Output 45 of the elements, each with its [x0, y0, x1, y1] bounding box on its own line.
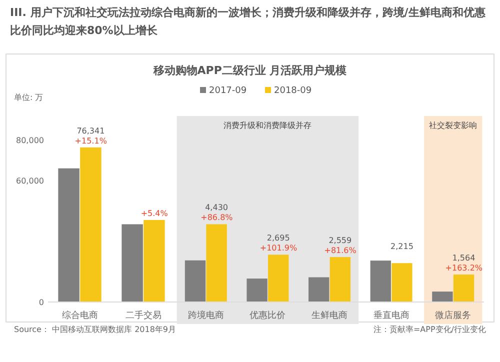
text: III. 用户下沉和社交玩法拉动综合电商新的一波增长；消费升级和降级并存，跨境/生鲜电商和优惠比价同比均迎来80%以上增长 [10, 5, 486, 39]
annotation: +5.4% [140, 208, 168, 218]
legend-label: 2018-09 [274, 86, 312, 96]
x-tick-label: 综合电商 [62, 310, 98, 321]
data-label: 2,695 [266, 234, 290, 243]
bar [453, 274, 474, 302]
bar [184, 260, 206, 302]
source-note: Source： 中国移动互联网数据库 2018年9月 [14, 325, 176, 334]
annotation: +101.9% [260, 244, 298, 253]
data-label: 2,559 [328, 236, 352, 246]
data-label: 2,215 [390, 242, 414, 252]
text: 注：贡献率=APP变化/行业变化 [373, 325, 486, 334]
x-tick-label: 微店服务 [435, 310, 472, 321]
data-label: 4,430 [205, 203, 228, 212]
text: 移动购物APP二级行业 月活跃用户规模 [152, 64, 348, 77]
y-tick-label: 60,000 [16, 176, 44, 186]
annotation: +81.6% [324, 246, 357, 256]
bar [308, 277, 330, 302]
bar [80, 147, 102, 302]
bar [370, 260, 391, 302]
y-axis-title: 单位: 万 [14, 93, 44, 102]
legend-label: 2017-09 [209, 86, 247, 96]
x-tick-label: 生鲜电商 [312, 310, 348, 321]
x-tick-label: 优惠比价 [250, 310, 286, 321]
bar [122, 224, 143, 302]
data-label: 1,564 [452, 254, 476, 263]
bar [206, 224, 227, 302]
band-label: 社交裂变影响 [429, 121, 478, 130]
bar [58, 168, 80, 302]
bar [144, 220, 165, 302]
x-tick-label: 跨境电商 [188, 310, 224, 321]
annotation: +86.8% [200, 213, 234, 222]
y-tick-label: 80,000 [16, 136, 44, 145]
x-tick-label: 垂直电商 [373, 310, 410, 321]
band-label: 消费升级和消费降级并存 [224, 121, 312, 130]
y-tick-label: 0 [38, 298, 44, 307]
annotation: +15.1% [74, 136, 108, 146]
bar [246, 278, 268, 302]
bar [268, 254, 289, 302]
bar [392, 263, 412, 302]
bar [432, 292, 453, 302]
bar [330, 257, 350, 302]
annotation: +163.2% [445, 264, 483, 273]
data-label: 76,341 [76, 126, 105, 136]
x-tick-label: 二手交易 [125, 310, 162, 321]
